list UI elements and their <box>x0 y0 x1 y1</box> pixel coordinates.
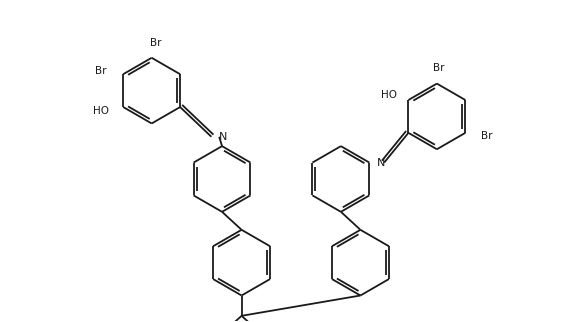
Text: Br: Br <box>150 38 162 48</box>
Text: Br: Br <box>433 63 444 73</box>
Text: HO: HO <box>93 106 109 116</box>
Text: Br: Br <box>481 131 492 141</box>
Text: Br: Br <box>95 66 106 76</box>
Text: HO: HO <box>381 90 397 100</box>
Text: N: N <box>219 132 227 142</box>
Text: N: N <box>377 157 385 167</box>
